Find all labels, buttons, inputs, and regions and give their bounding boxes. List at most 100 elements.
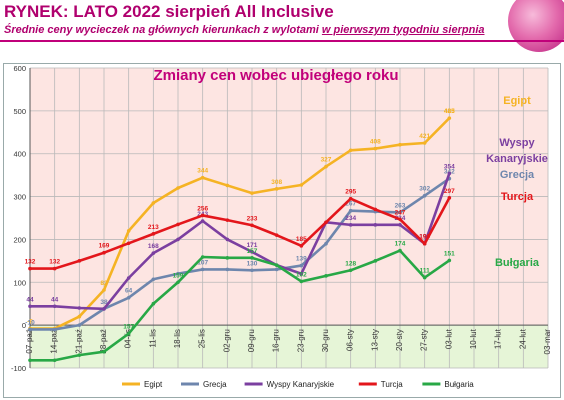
data-label: 190: [419, 234, 430, 241]
y-tick-label: 300: [13, 193, 26, 202]
series-point: [200, 219, 205, 223]
subtitle-underlined: w pierwszym tygodniu sierpnia: [321, 24, 485, 36]
x-tick-label: 30-gru: [321, 329, 330, 352]
series-point: [373, 223, 378, 227]
data-label: 157: [123, 324, 134, 331]
x-tick-label: 16-gru: [272, 329, 281, 352]
series-point: [77, 259, 82, 263]
series-point: [176, 280, 180, 285]
series-point: [126, 276, 131, 280]
y-tick-label: 200: [13, 235, 26, 244]
series-point: [28, 327, 32, 332]
series-point: [274, 263, 279, 267]
series-point: [200, 255, 205, 259]
series-point: [447, 116, 452, 120]
series-right-label: Turcja: [501, 191, 534, 203]
data-label: -8: [27, 319, 33, 326]
legend-label: Turcja: [381, 380, 403, 389]
series-point: [299, 244, 304, 248]
series-point: [52, 358, 57, 363]
series-point: [28, 304, 32, 309]
series-right-label: Bułgaria: [495, 257, 540, 269]
series-point: [422, 275, 427, 280]
series-point: [151, 301, 156, 306]
series-point: [274, 233, 279, 237]
series-point: [398, 142, 402, 147]
series-right-label: Grecja: [500, 169, 535, 181]
series-point: [200, 213, 205, 218]
data-label: 128: [345, 260, 356, 267]
series-point: [102, 307, 106, 311]
series-point: [200, 175, 205, 180]
data-label: 308: [271, 179, 282, 186]
data-label: 157: [247, 248, 258, 255]
x-tick-label: 02-gru: [222, 329, 231, 352]
series-point: [225, 218, 230, 222]
series-point: [422, 193, 427, 198]
y-tick-label: 400: [13, 150, 26, 159]
y-tick-label: 100: [13, 278, 26, 287]
series-point: [225, 183, 230, 188]
series-point: [151, 232, 156, 236]
data-label: 38: [100, 299, 108, 306]
series-point: [250, 250, 254, 254]
series-point: [398, 223, 402, 227]
series-point: [348, 148, 353, 153]
data-label: 132: [25, 259, 36, 266]
series-point: [126, 229, 131, 233]
series-point: [176, 237, 180, 242]
data-label: 174: [395, 241, 406, 248]
series-point: [250, 268, 254, 273]
data-label: 256: [197, 205, 208, 212]
x-tick-label: 23-gru: [296, 329, 305, 352]
data-label: 171: [247, 242, 258, 249]
series-point: [299, 279, 304, 284]
series-point: [126, 241, 131, 246]
x-tick-label: 28-paź: [99, 329, 108, 353]
series-point: [77, 314, 82, 319]
series-point: [225, 267, 230, 272]
series-point: [398, 248, 402, 253]
data-label: 247: [395, 209, 406, 216]
series-point: [77, 353, 82, 357]
data-label: 234: [345, 215, 356, 222]
series-point: [176, 186, 180, 190]
x-tick-label: 27-sty: [420, 329, 429, 351]
series-point: [299, 183, 304, 187]
data-label: 102: [296, 271, 307, 278]
data-label: 421: [419, 133, 430, 140]
series-point: [225, 237, 230, 242]
data-label: 190: [419, 234, 430, 241]
series-point: [102, 288, 106, 292]
data-label: 425: [444, 108, 455, 115]
x-tick-label: 11-lis: [148, 329, 157, 348]
series-point: [422, 141, 427, 145]
series-point: [200, 267, 205, 272]
series-line: [28, 116, 451, 330]
series-point: [324, 220, 328, 225]
data-label: 213: [148, 224, 159, 231]
data-label: 132: [49, 259, 60, 266]
data-label: 111: [420, 268, 431, 275]
x-tick-label: 10-lut: [469, 328, 478, 349]
series-point: [348, 268, 353, 273]
y-tick-label: -100: [11, 364, 26, 373]
legend-label: Grecja: [203, 380, 227, 389]
data-label: 64: [125, 288, 133, 295]
x-tick-label: 21-paź: [74, 329, 83, 353]
x-tick-label: 18-lis: [173, 329, 182, 348]
legend-label: Egipt: [144, 380, 163, 389]
data-label: 408: [370, 139, 381, 146]
series-right-label: Egipt: [503, 95, 531, 107]
data-label: 344: [197, 168, 208, 175]
data-label: 82: [100, 280, 108, 287]
series-point: [274, 187, 279, 191]
series-point: [274, 267, 279, 272]
series-point: [225, 256, 230, 260]
data-label: 107: [197, 259, 208, 266]
series-point: [126, 331, 131, 336]
data-label: 159: [173, 272, 184, 279]
series-point: [422, 241, 427, 246]
series-point: [52, 327, 57, 332]
